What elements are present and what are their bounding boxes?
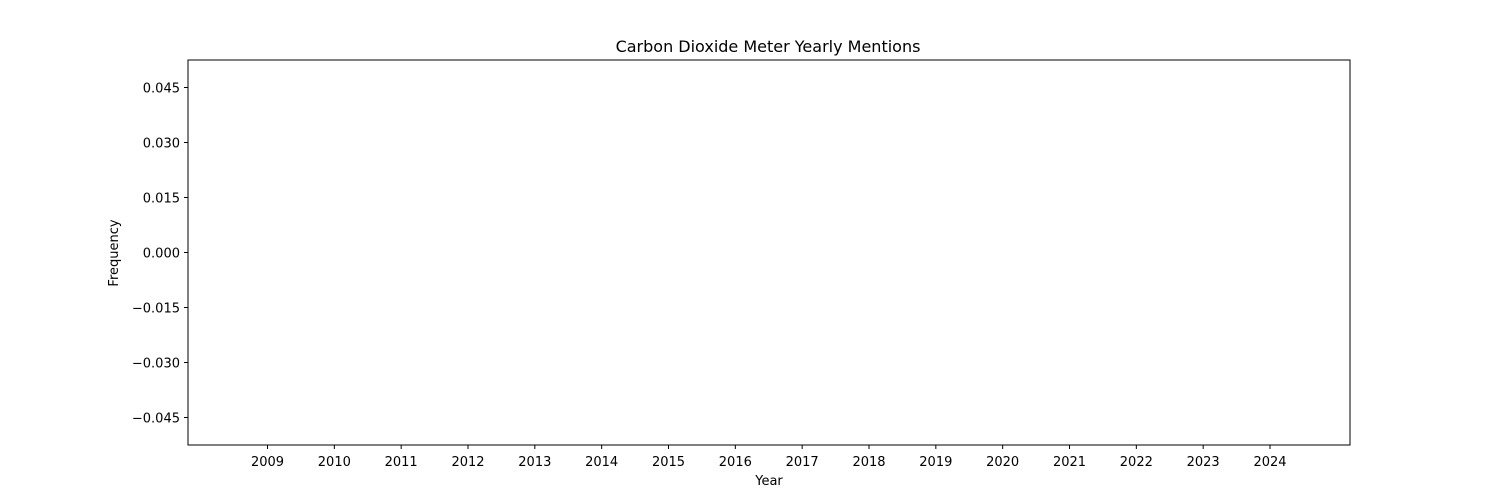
y-tick-label: 0.045 xyxy=(143,82,180,97)
x-tick-label: 2019 xyxy=(919,455,952,470)
y-tick-label: 0.000 xyxy=(143,247,180,262)
x-tick-label: 2014 xyxy=(585,455,618,470)
y-tick-label: 0.015 xyxy=(143,192,180,207)
y-tick-label: −0.045 xyxy=(132,412,180,427)
x-tick-label: 2011 xyxy=(385,455,418,470)
x-tick-label: 2020 xyxy=(986,455,1019,470)
chart-title: Carbon Dioxide Meter Yearly Mentions xyxy=(616,37,921,56)
y-axis-label: Frequency xyxy=(107,219,122,286)
x-tick-label: 2016 xyxy=(719,455,752,470)
x-tick-label: 2024 xyxy=(1253,455,1286,470)
x-tick-label: 2023 xyxy=(1187,455,1220,470)
x-tick-label: 2018 xyxy=(852,455,885,470)
x-tick-label: 2012 xyxy=(451,455,484,470)
x-tick-label: 2015 xyxy=(652,455,685,470)
y-axis: 0.045 0.030 0.015 0.000 −0.015 −0.030 −0.045 xyxy=(132,82,188,427)
x-tick-label: 2010 xyxy=(318,455,351,470)
x-tick-label: 2013 xyxy=(518,455,551,470)
x-axis: 2009 2010 2011 2012 2013 2014 2015 2016 2017 2018… xyxy=(251,445,1287,470)
y-tick-label: 0.030 xyxy=(143,137,180,152)
x-tick-label: 2022 xyxy=(1120,455,1153,470)
y-tick-label: −0.015 xyxy=(132,302,180,317)
x-tick-label: 2021 xyxy=(1053,455,1086,470)
plot-area xyxy=(187,59,1351,446)
y-tick-label: −0.030 xyxy=(132,357,180,372)
x-axis-label: Year xyxy=(754,474,783,489)
x-tick-label: 2009 xyxy=(251,455,284,470)
plot-frame xyxy=(187,59,1351,446)
x-tick-label: 2017 xyxy=(786,455,819,470)
